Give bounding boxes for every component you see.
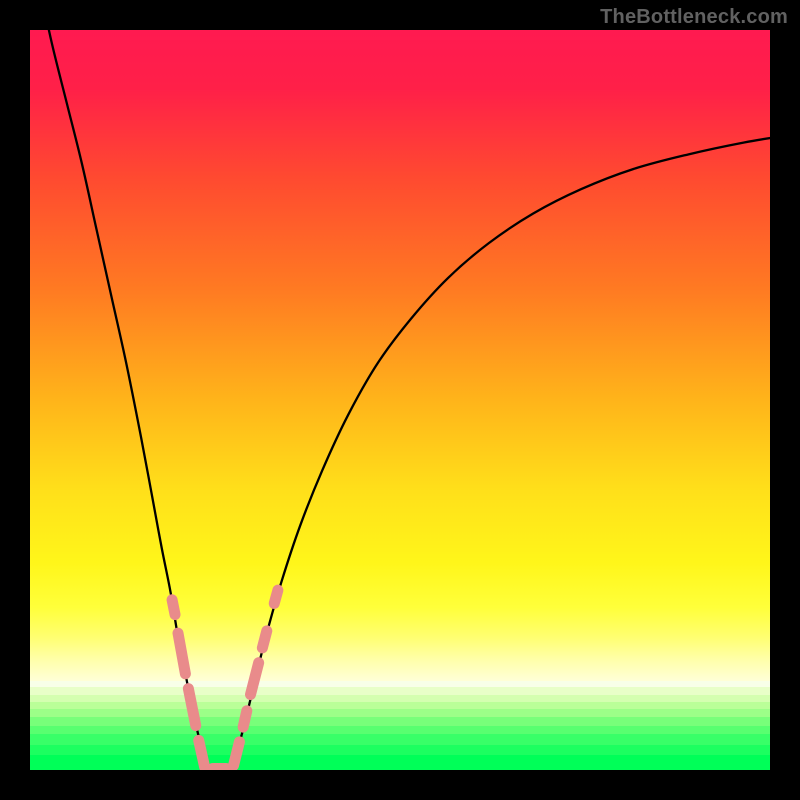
chart-root: TheBottleneck.com xyxy=(0,0,800,800)
dash-right xyxy=(251,663,259,695)
dash-right xyxy=(262,631,266,648)
dash-right xyxy=(234,742,240,766)
curve-right xyxy=(230,136,770,770)
dash-right xyxy=(274,590,278,603)
dash-left xyxy=(178,633,185,674)
dash-left xyxy=(188,689,195,726)
dash-left xyxy=(172,600,175,615)
curves-svg xyxy=(30,30,770,770)
dash-right xyxy=(243,711,247,727)
watermark-text: TheBottleneck.com xyxy=(600,6,788,29)
dash-left xyxy=(199,740,205,767)
plot-area xyxy=(30,30,770,770)
